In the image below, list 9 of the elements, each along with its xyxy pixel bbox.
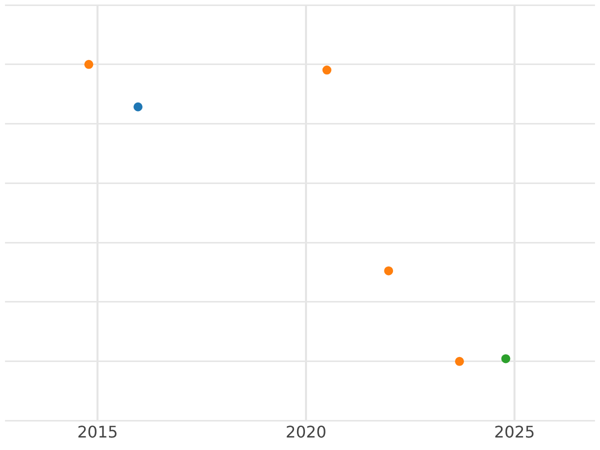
x-tick-label: 2015 (77, 422, 118, 442)
point (322, 66, 332, 75)
point (134, 102, 143, 112)
x-tick-label: 2020 (286, 422, 326, 442)
point (454, 356, 464, 366)
point (501, 354, 510, 364)
point (384, 266, 394, 276)
point (84, 60, 94, 69)
x-tick-label: 2025 (494, 422, 535, 442)
